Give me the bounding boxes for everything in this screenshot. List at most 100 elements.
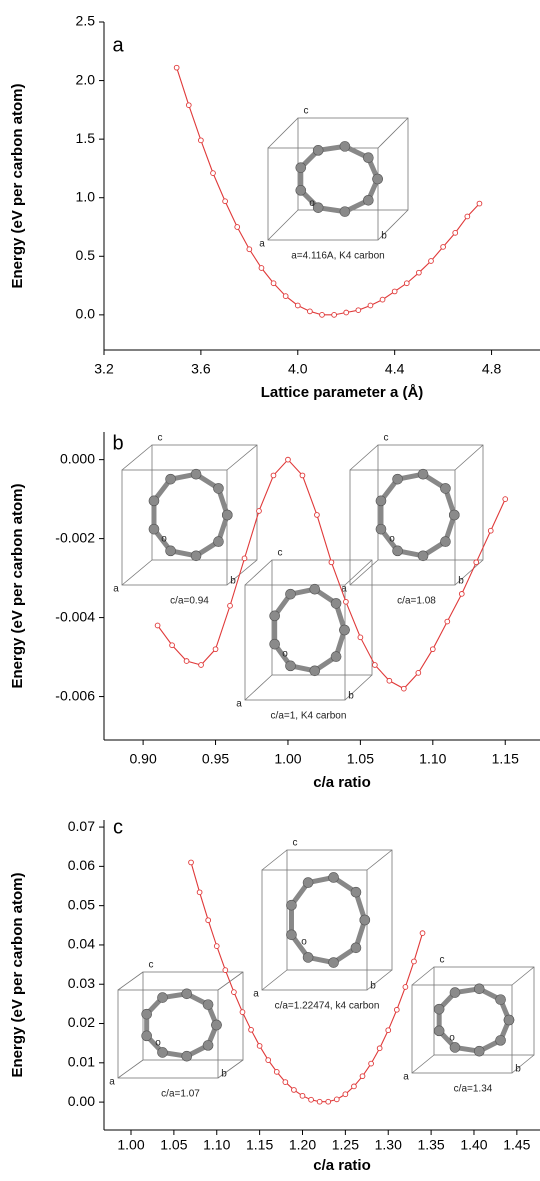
x-tick-label: 1.05 <box>160 1137 187 1153</box>
data-point <box>400 685 407 692</box>
data-point <box>415 670 422 676</box>
y-tick-label: 0.04 <box>68 936 95 952</box>
axis-letter: b <box>370 981 376 992</box>
data-point <box>307 308 313 315</box>
axis-letter: o <box>449 1032 455 1043</box>
data-point <box>357 634 364 641</box>
x-tick-label: 4.8 <box>482 361 502 377</box>
atom <box>148 523 160 535</box>
y-tick-label: 0.00 <box>68 1093 95 1109</box>
cell-front <box>244 584 346 701</box>
cell-edge <box>411 1054 435 1074</box>
axis-letter: b <box>230 576 236 587</box>
y-tick-label: 0.07 <box>68 818 95 834</box>
data-point <box>351 1083 357 1090</box>
data-point <box>282 1079 289 1085</box>
x-tick-label: 1.10 <box>419 751 446 767</box>
atom <box>473 1045 485 1057</box>
atom <box>339 141 351 152</box>
data-point <box>234 224 241 230</box>
atom <box>285 660 296 672</box>
y-tick-label: 0.5 <box>76 247 96 263</box>
data-point <box>333 1096 340 1103</box>
axis-letter: a <box>259 239 265 250</box>
atom <box>330 598 342 609</box>
atom <box>295 185 307 196</box>
atom <box>190 468 202 480</box>
data-point <box>183 658 190 664</box>
y-axis-title: Energy (eV per carbon atom) <box>9 872 26 1077</box>
data-point <box>210 170 216 176</box>
y-tick-label: 0.02 <box>68 1014 95 1030</box>
data-point <box>198 662 204 668</box>
x-tick-label: 1.40 <box>460 1137 487 1153</box>
data-point <box>196 889 203 896</box>
x-tick-label: 1.45 <box>503 1137 530 1153</box>
y-tick-label: 0.000 <box>60 450 95 466</box>
cell-edge <box>267 209 299 241</box>
atom <box>157 1047 168 1058</box>
axis-letter: c <box>149 960 154 971</box>
data-point <box>458 591 465 597</box>
data-point <box>464 213 471 220</box>
cell-front <box>121 469 228 586</box>
data-point <box>379 296 386 303</box>
data-point <box>502 496 509 502</box>
structure-inset: c o a bc/a=1, K4 carbon <box>236 548 373 722</box>
cell-edge <box>349 559 379 586</box>
data-point <box>376 1045 383 1052</box>
x-tick-label: 1.00 <box>117 1137 144 1153</box>
data-point <box>314 512 320 518</box>
axis-letter: a <box>113 584 119 595</box>
y-axis-title: Energy (eV per carbon atom) <box>9 83 26 288</box>
cell-edge <box>244 674 273 701</box>
y-tick-label: 0.03 <box>68 975 95 991</box>
data-point <box>299 1092 306 1099</box>
cell-edge <box>411 966 435 986</box>
atom <box>190 550 202 562</box>
x-tick-label: 1.25 <box>332 1137 359 1153</box>
atom <box>417 550 429 562</box>
inset-caption: c/a=1.34 <box>454 1084 493 1095</box>
atom <box>165 545 176 557</box>
axis-letter: b <box>381 231 387 242</box>
x-tick-label: 1.00 <box>274 751 301 767</box>
atom <box>328 957 339 968</box>
cell-front <box>117 989 219 1079</box>
atom <box>392 545 403 557</box>
atom <box>392 473 403 485</box>
y-tick-label: 0.0 <box>76 306 96 322</box>
y-tick-label: 0.06 <box>68 857 95 873</box>
cell-front <box>411 984 513 1074</box>
bond <box>436 986 512 1054</box>
cell-edge <box>261 969 288 991</box>
axis-letter: b <box>458 576 464 587</box>
inset-caption: c/a=0.94 <box>170 596 209 607</box>
y-tick-label: 1.5 <box>76 130 96 146</box>
structure-inset: c o a b c/a=1.34 <box>403 955 535 1095</box>
y-tick-label: 0.05 <box>68 896 95 912</box>
data-point <box>173 64 180 71</box>
structure-inset: c o a b c/a=0.94 <box>113 433 258 607</box>
data-point <box>319 312 325 318</box>
data-point <box>429 646 436 653</box>
data-point <box>316 1098 323 1105</box>
data-point <box>385 1027 392 1034</box>
data-point <box>419 930 426 937</box>
cell-back <box>286 849 393 971</box>
atom <box>295 162 307 173</box>
atom <box>417 468 429 480</box>
x-tick-label: 1.15 <box>492 751 519 767</box>
data-point <box>299 472 306 479</box>
bond <box>288 874 368 966</box>
cell-edge <box>226 444 258 471</box>
cell-edge <box>244 559 273 586</box>
data-point <box>205 917 212 924</box>
data-point <box>391 288 398 295</box>
cell-front <box>261 869 368 991</box>
cell-edge <box>511 1054 535 1074</box>
atom <box>339 206 351 217</box>
axis-letter: a <box>236 699 242 710</box>
atom <box>213 536 224 547</box>
atom <box>141 1030 152 1042</box>
